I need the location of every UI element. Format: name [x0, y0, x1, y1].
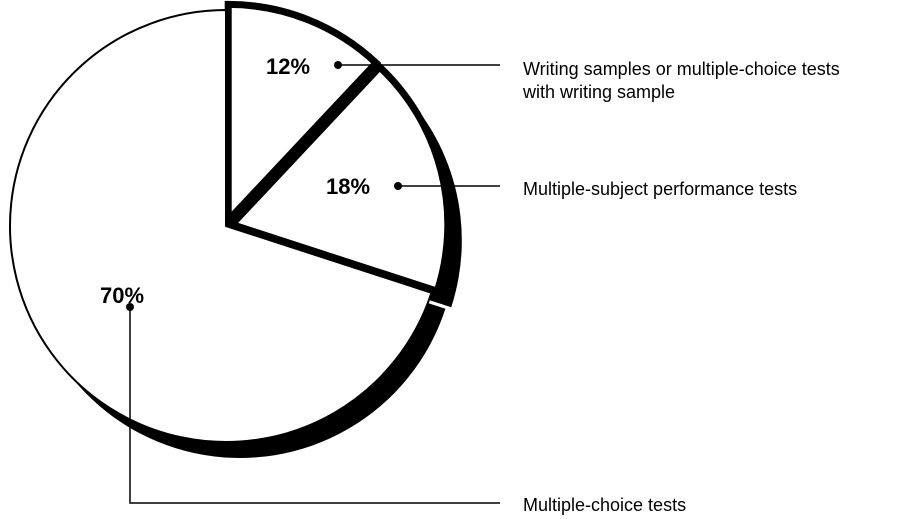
value-label: 12% — [266, 54, 310, 79]
legend-label: Multiple-choice tests — [523, 495, 687, 515]
leader-dot — [126, 303, 134, 311]
slice — [9, 8, 433, 443]
slice — [225, 62, 452, 296]
value-label: 18% — [326, 174, 370, 199]
legend-label: Writing samples or multiple-choice tests… — [523, 59, 840, 102]
leader-dot — [334, 61, 342, 69]
slice — [224, 0, 382, 230]
value-label: 70% — [100, 283, 144, 308]
leader-line — [129, 307, 500, 504]
legend-label: Multiple-subject performance tests — [523, 179, 798, 199]
leader-dot — [394, 182, 402, 190]
